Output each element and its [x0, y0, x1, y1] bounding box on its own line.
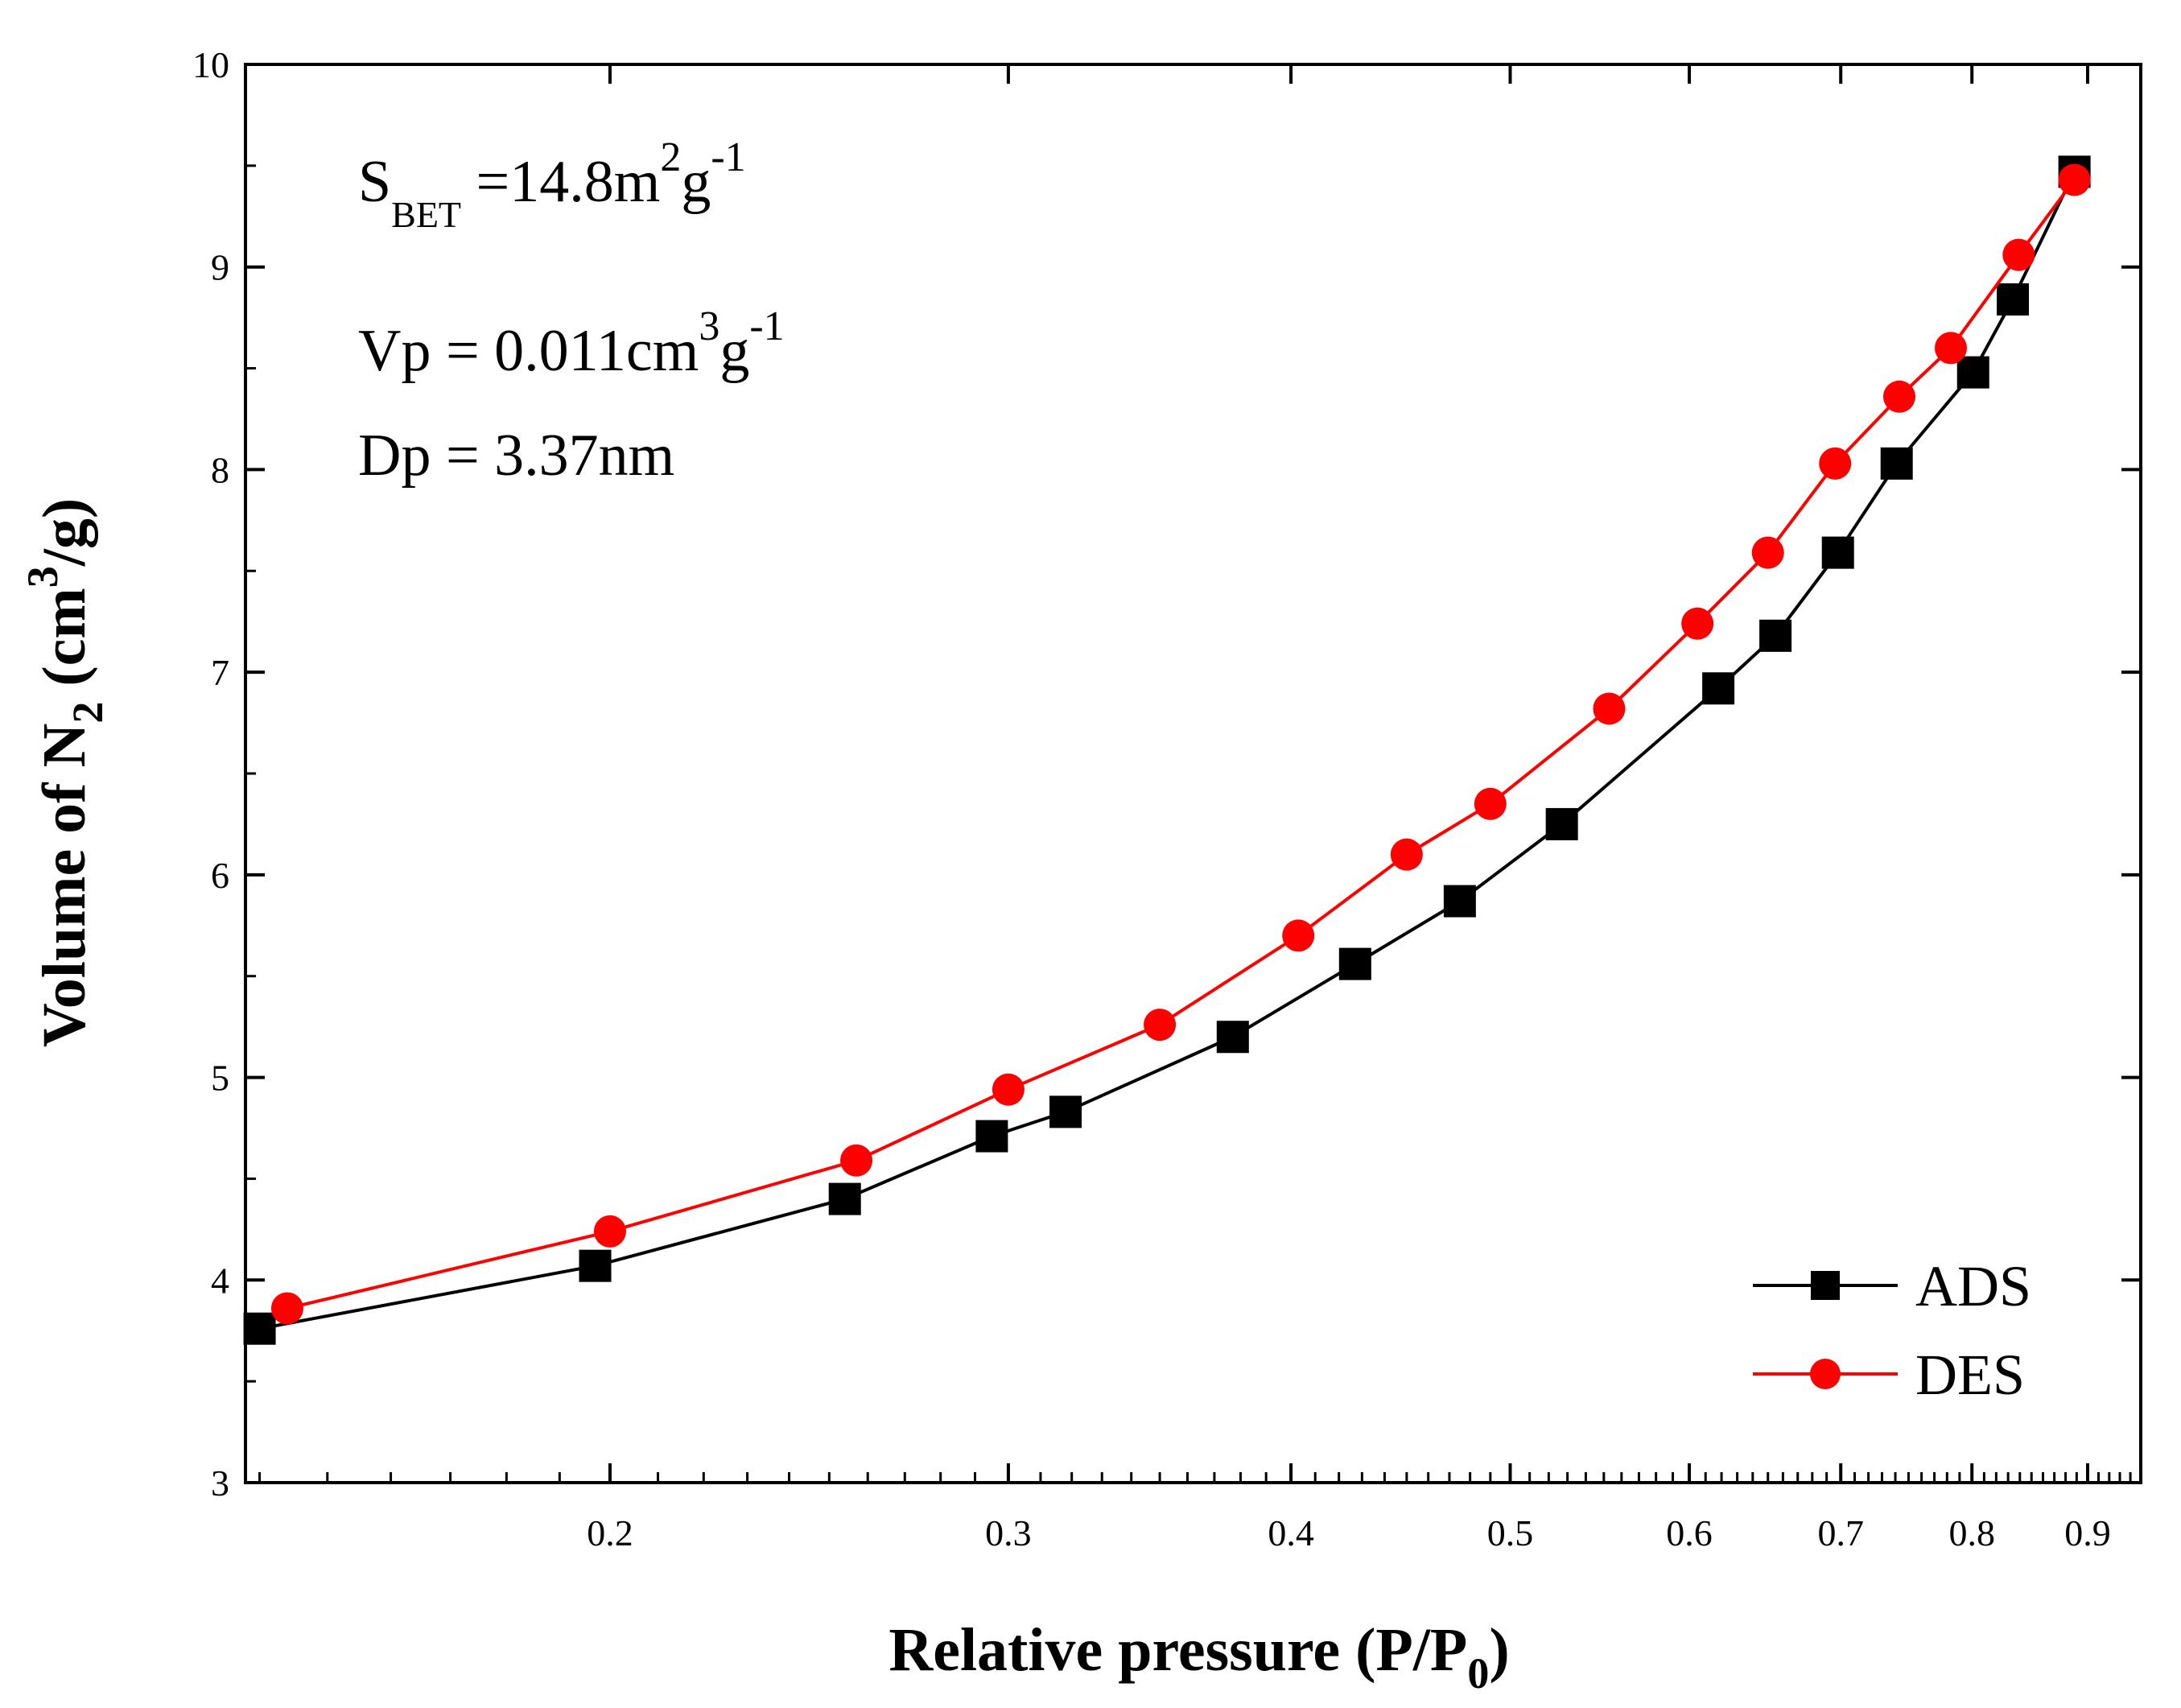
- y-tick-label: 8: [211, 449, 229, 490]
- vp-sup2: -1: [749, 303, 784, 349]
- y-axis-title-main: Volume of N: [31, 724, 98, 1048]
- data-point-des: [1144, 1009, 1177, 1042]
- data-point-ads: [1443, 885, 1476, 918]
- y-tick-label: 6: [211, 855, 229, 896]
- x-tick-label: 0.4: [1268, 1512, 1314, 1553]
- x-tick-label: 0.6: [1666, 1512, 1713, 1553]
- y-tick-label: 3: [211, 1463, 229, 1504]
- dp-annotation: Dp = 3.37nm: [358, 423, 674, 489]
- y-tick-label: 4: [211, 1260, 229, 1301]
- legend: ADS DES: [1753, 1254, 2031, 1407]
- legend-des-label: DES: [1915, 1343, 2025, 1407]
- data-point-des: [1882, 380, 1915, 413]
- x-axis-title-main: Relative pressure (P/P: [888, 1616, 1467, 1684]
- axis-ticks: 3 4 5 6 7 8 9 10 0.2 0.3 0.4 0.5 0.6 0.7 0.8 0.9: [192, 44, 2142, 1553]
- x-axis-title: Relative pressure (P/P0): [888, 1616, 1509, 1698]
- sbet-subscript: BET: [391, 194, 461, 235]
- data-point-des: [1681, 607, 1714, 640]
- data-point-ads: [1049, 1095, 1082, 1128]
- data-point-ads: [1880, 447, 1913, 480]
- vp-annotation: Vp = 0.011cm3g-1: [358, 303, 785, 384]
- sbet-sup2: -1: [711, 134, 745, 180]
- data-point-ads: [579, 1249, 612, 1282]
- data-point-ads: [828, 1182, 861, 1215]
- vp-value: Vp = 0.011cm: [358, 318, 699, 384]
- data-point-des: [1935, 332, 1968, 365]
- series-des: [270, 163, 2091, 1325]
- x-axis-title-sub: 0: [1467, 1649, 1489, 1698]
- data-point-des: [840, 1144, 873, 1177]
- data-point-des: [593, 1215, 626, 1248]
- legend-des-marker: [1810, 1359, 1841, 1389]
- data-point-des: [2058, 163, 2091, 196]
- sbet-value: =14.8m: [461, 149, 660, 215]
- x-axis-title-close: ): [1489, 1616, 1509, 1684]
- data-point-ads: [1338, 947, 1371, 980]
- data-point-ads: [1997, 283, 2030, 316]
- data-point-ads: [243, 1312, 276, 1345]
- y-tick-label: 9: [211, 247, 229, 288]
- data-point-des: [2002, 238, 2035, 271]
- x-tick-label: 0.9: [2064, 1512, 2111, 1553]
- sbet-annotation: SBET =14.8m2g-1: [358, 134, 746, 235]
- data-point-ads: [1759, 619, 1792, 652]
- data-point-des: [1593, 692, 1626, 725]
- x-tick-label: 0.5: [1487, 1512, 1534, 1553]
- x-tick-label: 0.2: [587, 1512, 633, 1553]
- y-axis-title-sup: 3: [19, 566, 67, 588]
- y-tick-label: 5: [211, 1058, 229, 1099]
- data-point-ads: [975, 1120, 1008, 1153]
- y-axis-title-sub: 2: [64, 702, 112, 724]
- sbet-symbol: S: [358, 149, 391, 215]
- data-point-des: [1390, 838, 1423, 871]
- plot-frame: [244, 63, 2142, 1484]
- data-point-ads: [1216, 1021, 1249, 1054]
- data-point-ads: [1821, 536, 1854, 569]
- y-axis-title: Volume of N2 (cm3/g): [19, 498, 112, 1047]
- data-point-des: [992, 1073, 1025, 1106]
- legend-ads-marker: [1811, 1271, 1840, 1300]
- series-line-des: [287, 179, 2076, 1310]
- vp-sup1: 3: [699, 303, 719, 349]
- sbet-sup1: 2: [660, 134, 681, 180]
- data-point-des: [270, 1292, 303, 1325]
- y-tick-label: 7: [211, 652, 229, 693]
- series-ads: [243, 155, 2091, 1345]
- data-point-des: [1474, 787, 1507, 820]
- series-line-ads: [259, 171, 2076, 1331]
- data-point-des: [1751, 536, 1784, 569]
- legend-ads-label: ADS: [1915, 1254, 2031, 1318]
- data-point-ads: [1702, 672, 1735, 705]
- y-axis-title-end: /g): [31, 498, 98, 567]
- data-point-des: [1282, 919, 1315, 952]
- y-axis-title-mid: (cm: [31, 588, 98, 701]
- y-tick-label: 10: [192, 44, 229, 85]
- data-point-des: [1819, 447, 1852, 480]
- series-layer: [243, 155, 2091, 1345]
- x-tick-label: 0.7: [1817, 1512, 1864, 1553]
- x-tick-label: 0.8: [1948, 1512, 1995, 1553]
- data-point-ads: [1545, 807, 1578, 840]
- vp-unit-g: g: [719, 318, 749, 384]
- x-tick-label: 0.3: [985, 1512, 1032, 1553]
- sbet-unit-g: g: [681, 149, 711, 215]
- data-point-ads: [1956, 356, 1989, 389]
